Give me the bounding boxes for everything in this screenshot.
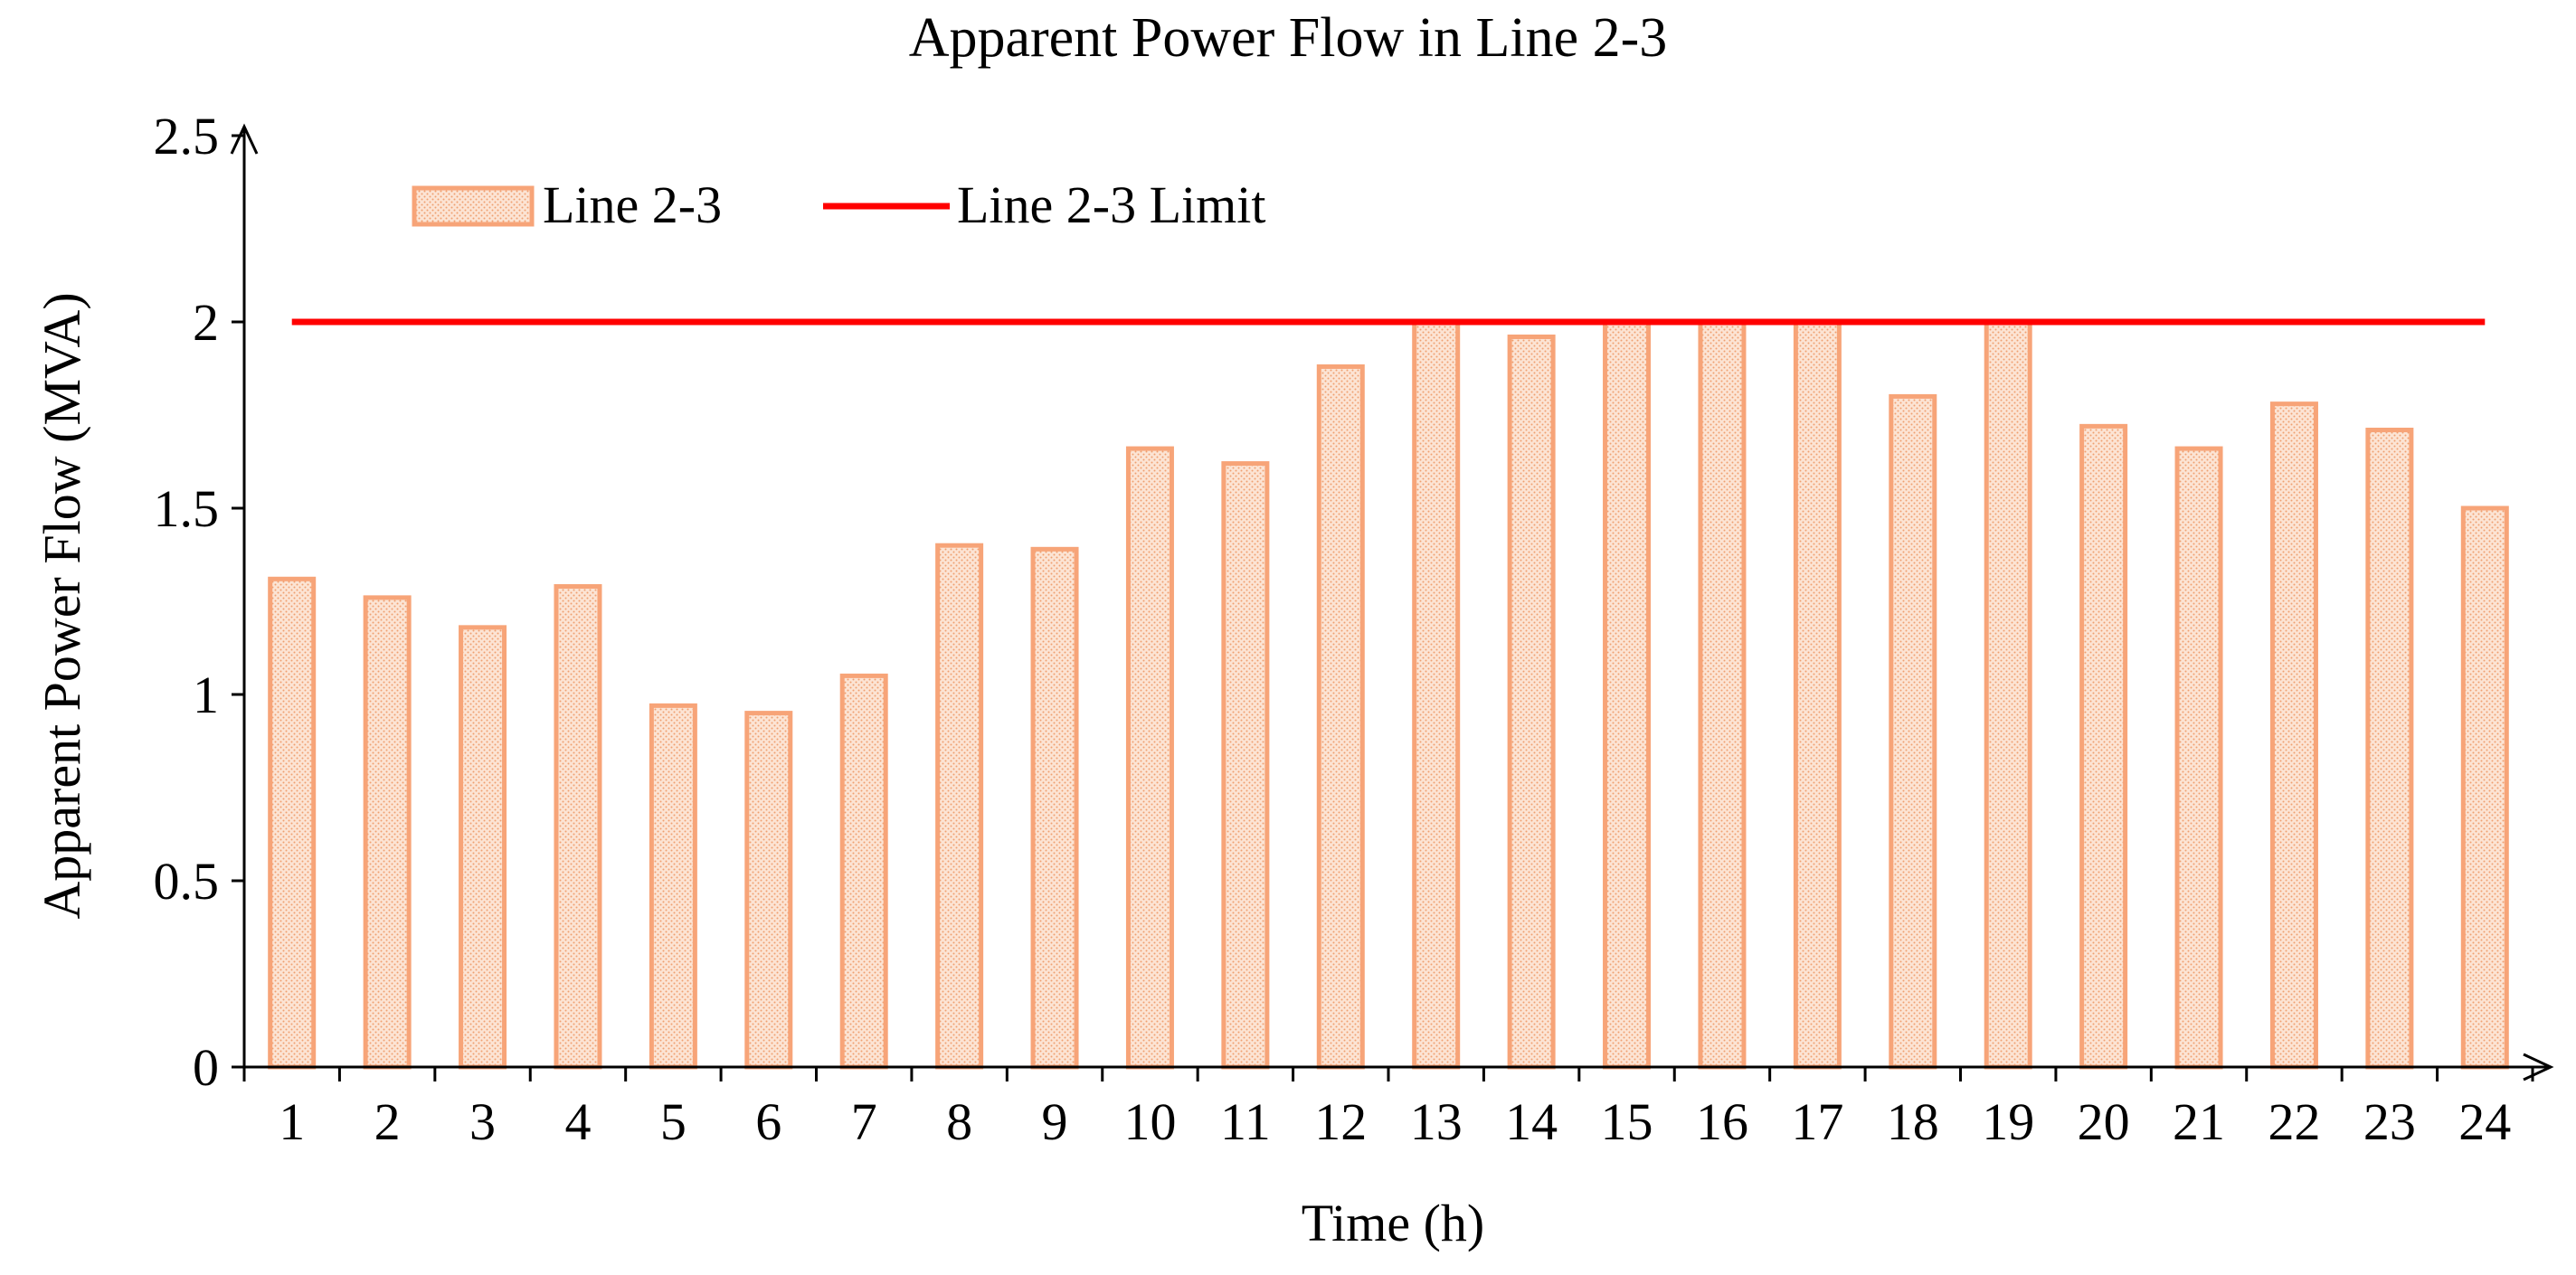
bar-22 (2269, 401, 2318, 1070)
bar-4 (554, 584, 602, 1070)
y-axis-arrow (230, 123, 259, 155)
x-axis-label: Time (h) (1302, 1194, 1485, 1252)
x-tick-label: 14 (1505, 1092, 1558, 1151)
x-tick-label: 2 (374, 1092, 401, 1151)
bar-16 (1698, 319, 1747, 1070)
bar-24 (2460, 505, 2509, 1070)
x-tick-label: 7 (851, 1092, 877, 1151)
x-tick-label: 1 (279, 1092, 305, 1151)
bar-13 (1412, 319, 1461, 1070)
bar-15 (1603, 319, 1652, 1070)
bar-7 (839, 673, 888, 1070)
bar-1 (268, 576, 317, 1070)
x-tick-label: 24 (2458, 1092, 2511, 1151)
x-tick-label: 4 (564, 1092, 591, 1151)
x-tick-label: 16 (1696, 1092, 1748, 1151)
x-tick-label: 20 (2078, 1092, 2130, 1151)
x-tick-label: 6 (755, 1092, 781, 1151)
bar-19 (1984, 319, 2032, 1070)
x-tick-label: 17 (1791, 1092, 1843, 1151)
bar-18 (1889, 393, 1937, 1070)
bar-8 (935, 543, 984, 1070)
legend-swatch-bars (412, 185, 535, 227)
y-tick-label: 0.5 (154, 852, 220, 911)
y-tick-label: 0 (193, 1038, 219, 1097)
bar-11 (1221, 461, 1270, 1070)
y-tick-label: 1.5 (154, 479, 220, 538)
x-tick-label: 21 (2173, 1092, 2225, 1151)
bar-10 (1125, 446, 1174, 1070)
x-tick-label: 18 (1887, 1092, 1939, 1151)
x-tick-label: 11 (1220, 1092, 1271, 1151)
bar-17 (1793, 319, 1842, 1070)
x-tick-label: 5 (660, 1092, 687, 1151)
y-tick-label: 2 (193, 293, 219, 352)
y-tick-label: 1 (193, 666, 219, 724)
bar-3 (459, 625, 507, 1070)
legend-label-limit: Line 2-3 Limit (957, 175, 1266, 234)
x-tick-label: 12 (1314, 1092, 1367, 1151)
x-tick-label: 22 (2268, 1092, 2320, 1151)
y-axis-label: Apparent Power Flow (MVA) (33, 292, 91, 919)
legend-label-bars: Line 2-3 (543, 175, 722, 234)
x-tick-label: 15 (1601, 1092, 1653, 1151)
x-tick-label: 8 (946, 1092, 972, 1151)
bar-5 (649, 703, 697, 1070)
y-tick-label: 2.5 (154, 107, 220, 165)
bar-20 (2079, 423, 2128, 1070)
legend: Line 2-3 Line 2-3 Limit (412, 175, 1266, 234)
bar-12 (1316, 364, 1365, 1070)
bar-6 (744, 711, 793, 1070)
bar-9 (1030, 546, 1079, 1070)
chart-title: Apparent Power Flow in Line 2-3 (909, 7, 1668, 69)
x-tick-label: 10 (1123, 1092, 1176, 1151)
bar-21 (2174, 446, 2223, 1070)
x-tick-label: 13 (1410, 1092, 1463, 1151)
bar-23 (2365, 427, 2414, 1070)
x-tick-label: 3 (469, 1092, 496, 1151)
bar-14 (1507, 334, 1556, 1070)
x-tick-label: 9 (1042, 1092, 1068, 1151)
bar-2 (363, 595, 412, 1070)
x-tick-label: 19 (1982, 1092, 2034, 1151)
plot-area: 00.511.522.51 2 3 4 5 6 7 8 9 10 11 12 13 14 15 16 17 18 1… (154, 107, 2554, 1151)
x-tick-label: 23 (2363, 1092, 2416, 1151)
